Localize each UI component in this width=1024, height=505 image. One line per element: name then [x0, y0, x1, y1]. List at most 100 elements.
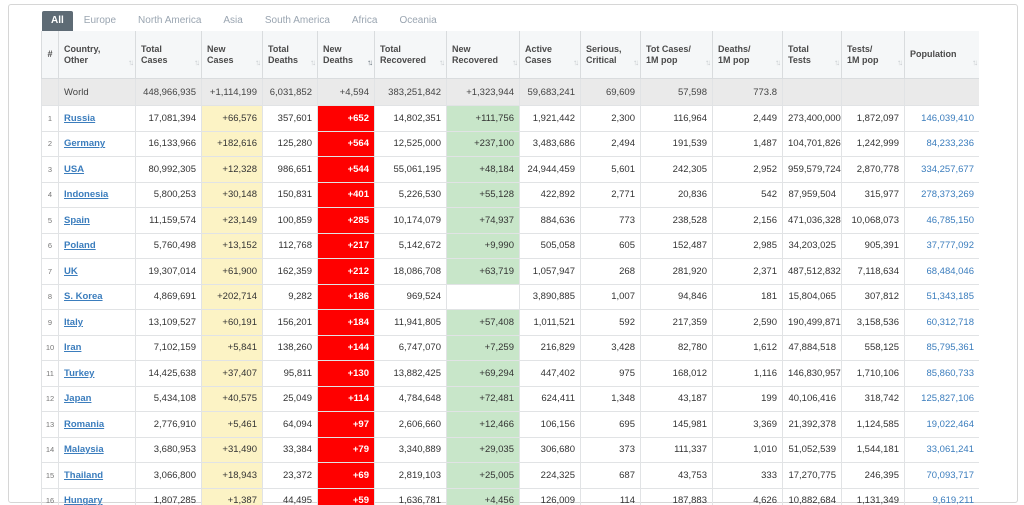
new-deaths-cell: +564 [317, 130, 375, 157]
sort-arrows-icon[interactable]: ↑↓ [573, 58, 579, 67]
column-header-label: Active [525, 43, 553, 54]
total-cases-cell: 5,800,253 [135, 181, 202, 208]
new-deaths-cell: +285 [317, 207, 375, 234]
table-header: # Country, Other ↑↓ Total Cases ↑↓ New Cases ↑↓ To… [41, 31, 979, 79]
tests-cell: 190,499,871 [782, 309, 842, 336]
column-header-13[interactable]: Tests/1M pop ↑↓ [841, 31, 905, 79]
sort-arrows-icon[interactable]: ↑↓ [834, 58, 840, 67]
total-cases-cell: 13,109,527 [135, 309, 202, 336]
column-header-11[interactable]: Deaths/1M pop ↑↓ [712, 31, 783, 79]
column-header-12[interactable]: Total Tests ↑↓ [782, 31, 842, 79]
tests-cell: 471,036,328 [782, 207, 842, 234]
total-recovered-cell: 4,784,648 [374, 385, 447, 412]
row-index: 8 [41, 283, 59, 310]
country-link[interactable]: S. Korea [64, 291, 103, 303]
country-link[interactable]: Russia [64, 112, 96, 124]
column-header-label: # [47, 49, 53, 59]
column-header-1[interactable]: Country, Other ↑↓ [58, 31, 136, 79]
sort-arrows-icon[interactable]: ↑↓ [439, 58, 445, 67]
column-header-label: Other [64, 54, 89, 65]
country-link[interactable]: UK [64, 265, 78, 277]
sort-arrows-icon[interactable]: ↑↓ [255, 58, 261, 67]
population-cell: 46,785,150 [904, 207, 979, 234]
country-link[interactable]: USA [64, 163, 85, 175]
world-total-recovered: 383,251,842 [374, 78, 447, 106]
new-deaths-cell: +401 [317, 181, 375, 208]
tab-oceania[interactable]: Oceania [399, 15, 437, 26]
column-header-7[interactable]: New Recovered ↑↓ [446, 31, 520, 79]
deaths-per-m-cell: 3,369 [712, 411, 783, 438]
cases-per-m-cell: 116,964 [640, 105, 713, 132]
column-header-0[interactable]: # [41, 31, 59, 79]
total-cases-cell: 16,133,966 [135, 130, 202, 157]
tab-south-america[interactable]: South America [264, 15, 330, 26]
table-row: 5 Spain 11,159,574 +23,149 100,859 +285 10,174… [41, 207, 979, 234]
column-header-14[interactable]: Population ↑↓ [904, 31, 979, 79]
cases-per-m-cell: 191,539 [640, 130, 713, 157]
population-cell: 85,795,361 [904, 334, 979, 361]
country-link[interactable]: Iran [64, 342, 82, 354]
country-cell: Turkey [58, 360, 136, 387]
row-index: 2 [41, 130, 59, 157]
world-label: World [58, 78, 136, 106]
sort-arrows-icon[interactable]: ↑↓ [128, 58, 134, 67]
country-link[interactable]: Hungary [64, 495, 103, 505]
country-link[interactable]: Malaysia [64, 444, 104, 456]
sort-arrows-icon[interactable]: ↑↓ [367, 58, 373, 67]
country-link[interactable]: Germany [64, 138, 106, 150]
column-header-label: Cases [525, 54, 552, 65]
column-header-8[interactable]: Active Cases ↑↓ [519, 31, 581, 79]
country-link[interactable]: Poland [64, 240, 96, 252]
sort-arrows-icon[interactable]: ↑↓ [897, 58, 903, 67]
sort-arrows-icon[interactable]: ↑↓ [775, 58, 781, 67]
country-link[interactable]: Indonesia [64, 189, 109, 201]
table-row: 1 Russia 17,081,394 +66,576 357,601 +652 14,80… [41, 105, 979, 132]
column-header-9[interactable]: Serious, Critical ↑↓ [580, 31, 641, 79]
new-deaths-cell: +652 [317, 105, 375, 132]
column-header-6[interactable]: Total Recovered ↑↓ [374, 31, 447, 79]
country-link[interactable]: Italy [64, 316, 84, 328]
column-header-2[interactable]: Total Cases ↑↓ [135, 31, 202, 79]
country-cell: Poland [58, 232, 136, 259]
table-row: 7 UK 19,307,014 +61,900 162,359 +212 18,086,70… [41, 258, 979, 285]
sort-arrows-icon[interactable]: ↑↓ [972, 58, 978, 67]
country-link[interactable]: Spain [64, 214, 90, 226]
tab-africa[interactable]: Africa [351, 15, 378, 26]
column-header-4[interactable]: Total Deaths ↑↓ [262, 31, 318, 79]
tab-asia[interactable]: Asia [223, 15, 243, 26]
tests-cell: 87,959,504 [782, 181, 842, 208]
tests-per-m-cell: 307,812 [841, 283, 905, 310]
cases-per-m-cell: 111,337 [640, 436, 713, 463]
total-recovered-cell: 13,882,425 [374, 360, 447, 387]
cases-per-m-cell: 94,846 [640, 283, 713, 310]
sort-arrows-icon[interactable]: ↑↓ [705, 58, 711, 67]
country-link[interactable]: Thailand [64, 469, 104, 481]
sort-arrows-icon[interactable]: ↑↓ [194, 58, 200, 67]
tab-europe[interactable]: Europe [83, 15, 117, 26]
total-cases-cell: 5,434,108 [135, 385, 202, 412]
sort-arrows-icon[interactable]: ↑↓ [633, 58, 639, 67]
population-cell: 9,619,211 [904, 487, 979, 505]
table-container[interactable]: # Country, Other ↑↓ Total Cases ↑↓ New Cases ↑↓ To… [41, 31, 979, 505]
world-serious: 69,609 [580, 78, 641, 106]
tab-all[interactable]: All [42, 11, 73, 31]
sort-arrows-icon[interactable]: ↑↓ [310, 58, 316, 67]
country-cell: Iran [58, 334, 136, 361]
serious-cell: 773 [580, 207, 641, 234]
tab-north-america[interactable]: North America [138, 15, 202, 26]
column-header-3[interactable]: New Cases ↑↓ [201, 31, 263, 79]
country-link[interactable]: Romania [64, 418, 105, 430]
column-header-5[interactable]: New Deaths ↑↓ [317, 31, 375, 79]
table-body: World 448,966,935 +1,114,199 6,031,852 +4,59… [41, 78, 979, 505]
deaths-per-m-cell: 181 [712, 283, 783, 310]
country-cell: Italy [58, 309, 136, 336]
tests-cell: 17,270,775 [782, 462, 842, 489]
country-link[interactable]: Turkey [64, 367, 95, 379]
column-header-10[interactable]: Tot Cases/1M pop ↑↓ [640, 31, 713, 79]
sort-arrows-icon[interactable]: ↑↓ [512, 58, 518, 67]
country-link[interactable]: Japan [64, 393, 92, 405]
serious-cell: 605 [580, 232, 641, 259]
cases-per-m-cell: 217,359 [640, 309, 713, 336]
serious-cell: 2,771 [580, 181, 641, 208]
total-recovered-cell: 11,941,805 [374, 309, 447, 336]
